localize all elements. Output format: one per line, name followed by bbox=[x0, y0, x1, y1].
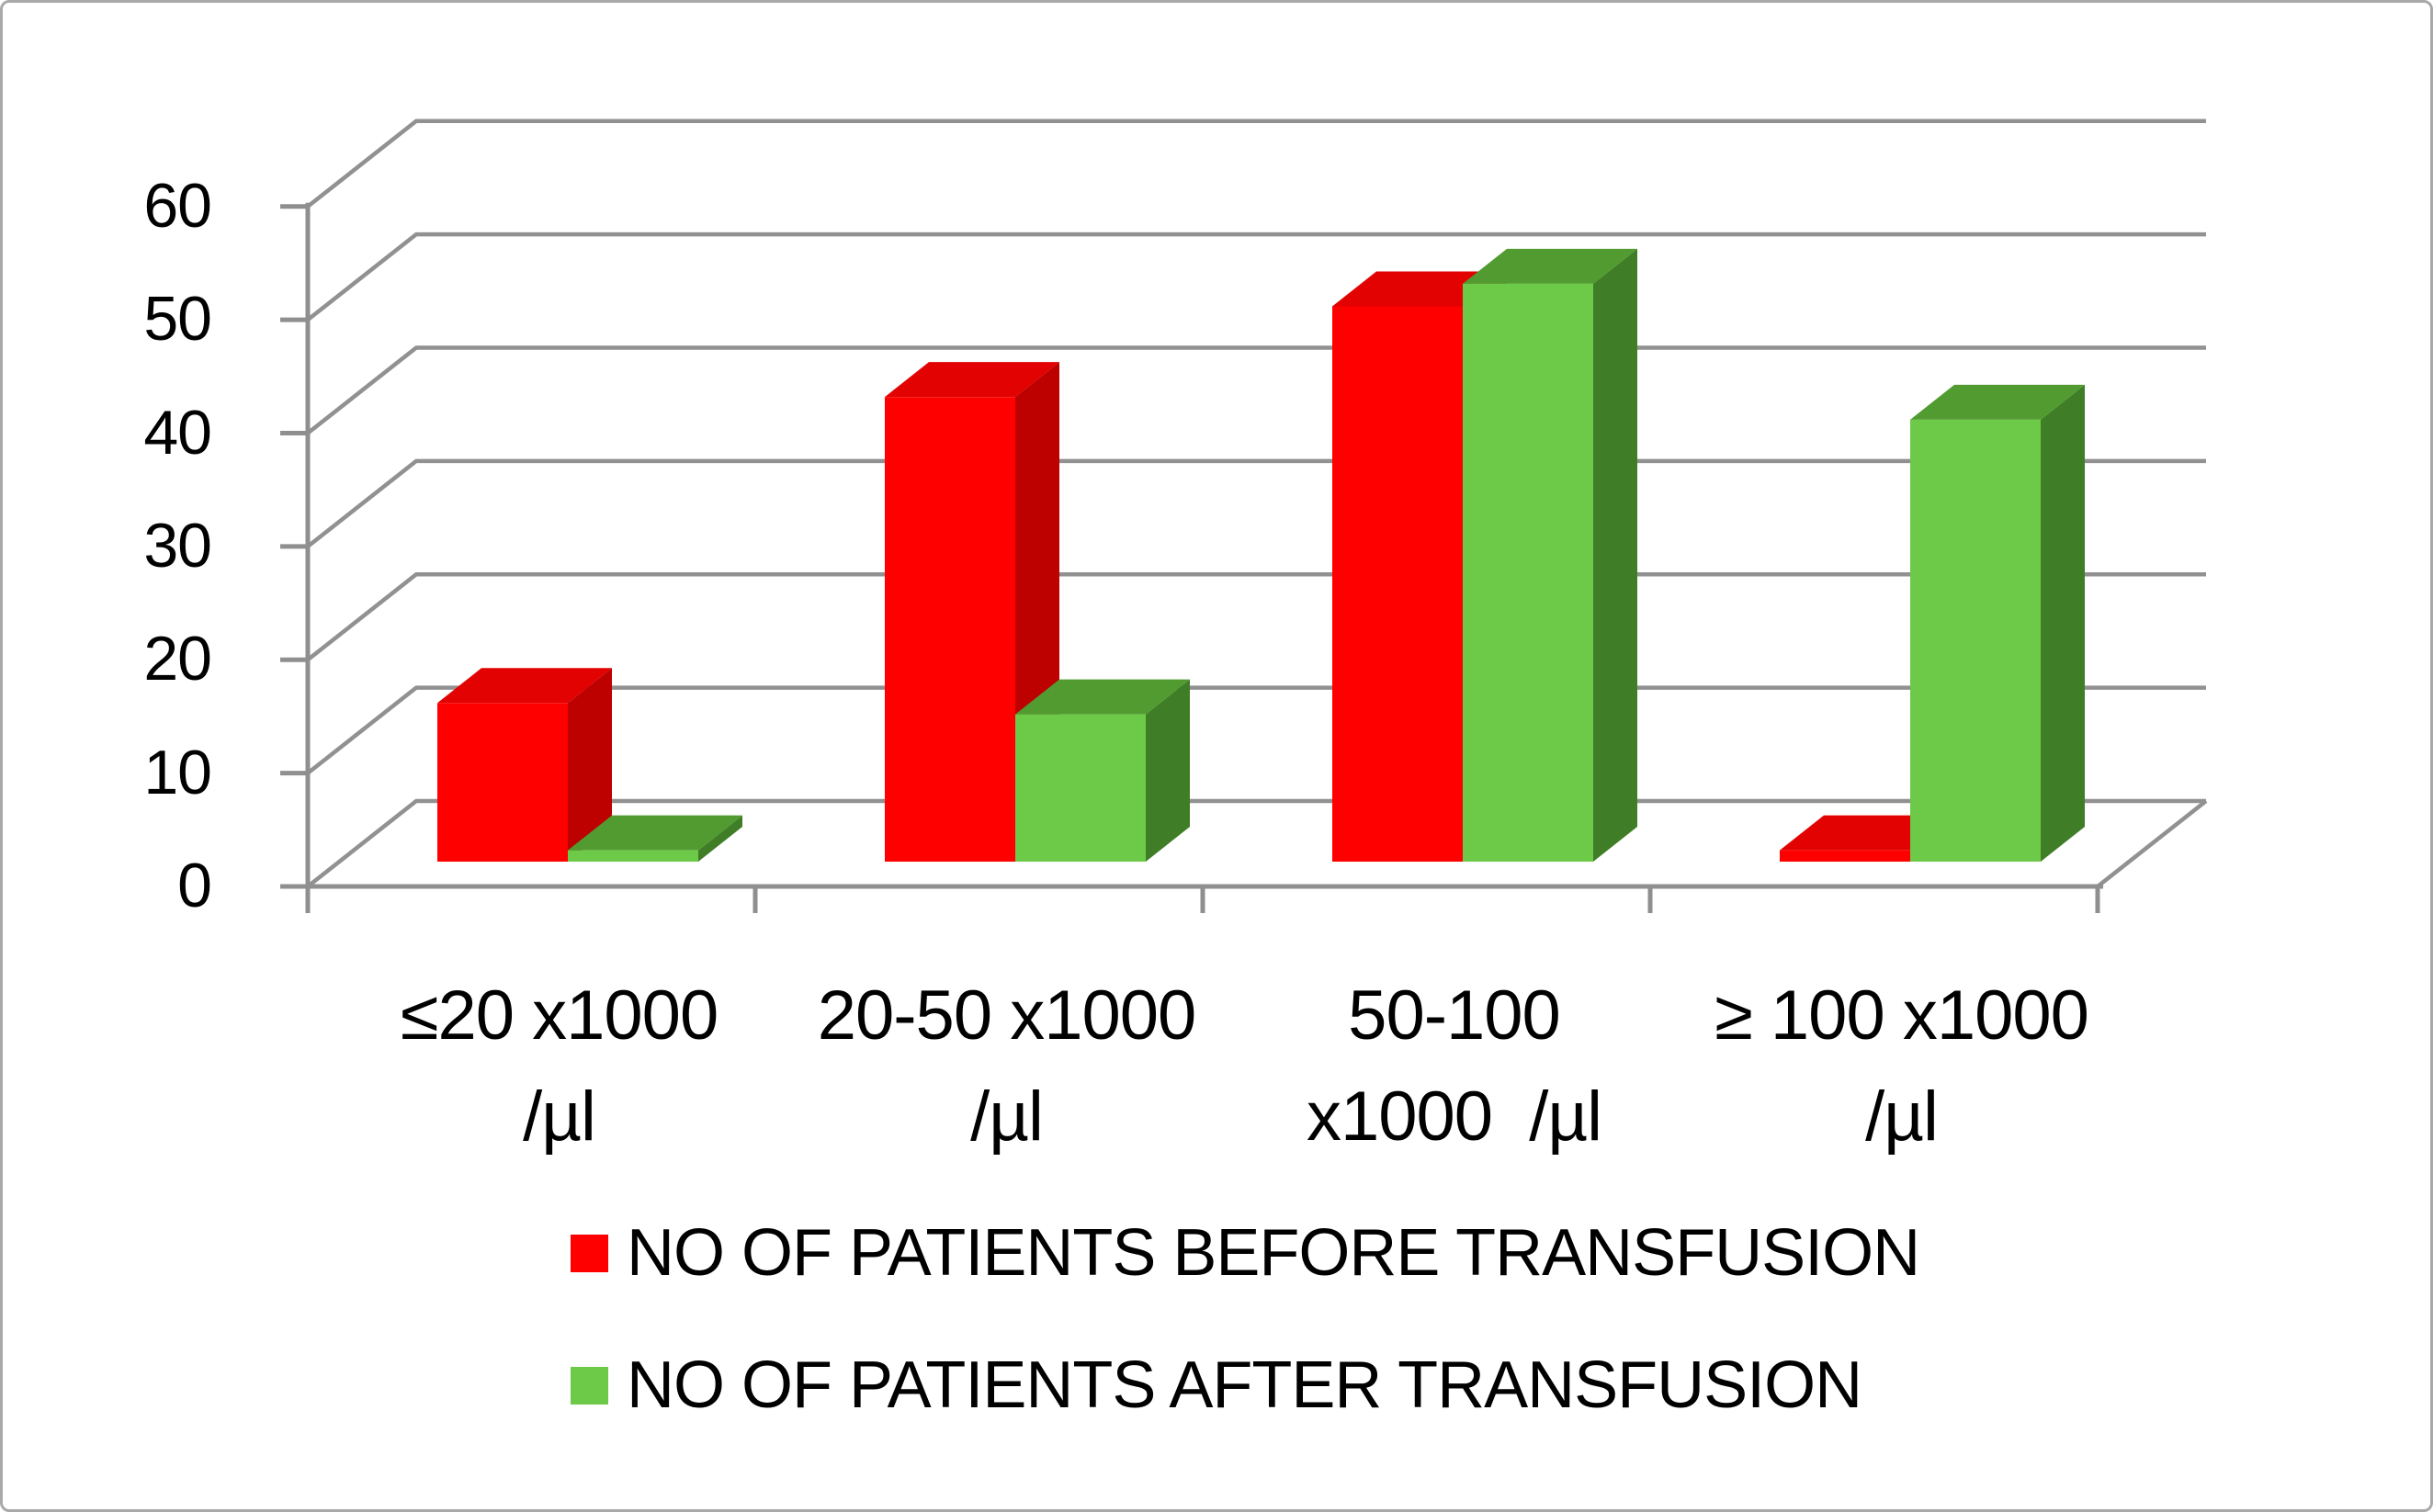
chart-plot-area bbox=[280, 118, 2208, 913]
legend-item-after: NO OF PATIENTS AFTER TRANSFUSION bbox=[571, 1346, 1919, 1425]
floor-right-edge bbox=[2096, 799, 2208, 888]
x-axis-category-label-line2: /µl bbox=[523, 1078, 596, 1156]
bar-after-cat1-side bbox=[1146, 679, 1190, 862]
bar-after-cat3-top bbox=[1910, 384, 2085, 420]
y-axis-tick-label: 0 bbox=[177, 851, 212, 920]
gridline bbox=[306, 231, 2206, 322]
gridline bbox=[306, 118, 2206, 209]
y-axis-tick-label: 40 bbox=[143, 397, 212, 468]
legend-item-before: NO OF PATIENTS BEFORE TRANSFUSION bbox=[571, 1213, 1920, 1292]
bar-after-cat0-top bbox=[568, 815, 742, 851]
y-axis-tick-label: 20 bbox=[143, 624, 212, 694]
bar-before-cat0-top bbox=[437, 668, 612, 704]
bar-before-cat3 bbox=[1780, 850, 1910, 862]
bar-after-cat1 bbox=[1015, 714, 1146, 862]
y-axis-tick-label: 50 bbox=[143, 284, 212, 355]
legend-label: NO OF PATIENTS BEFORE TRANSFUSION bbox=[627, 1216, 1920, 1290]
x-axis-category-label-line1: ≤20 x1000 bbox=[400, 976, 719, 1055]
bar-after-cat3 bbox=[1910, 419, 2041, 862]
x-axis-category-label: ≥ 100 x1000/µl bbox=[1645, 965, 2159, 1168]
bar-before-cat1 bbox=[885, 397, 1015, 862]
bar-after-cat2 bbox=[1463, 283, 1593, 862]
x-axis-category-label-line2: /µl bbox=[1865, 1078, 1939, 1156]
x-axis-category-label: ≤20 x1000/µl bbox=[302, 965, 817, 1168]
legend-swatch-icon bbox=[571, 1234, 608, 1272]
bar-after-cat1-top bbox=[1015, 679, 1190, 715]
y-axis-tick-label: 10 bbox=[143, 737, 212, 807]
x-axis-category-label: 50-100 x1000 /µl bbox=[1197, 965, 1712, 1168]
bar-before-cat2 bbox=[1332, 306, 1463, 862]
x-axis-category-label-line1: ≥ 100 x1000 bbox=[1714, 976, 2089, 1055]
x-axis-category-label-line2: /µl bbox=[970, 1078, 1044, 1156]
bar-before-cat1-top bbox=[885, 362, 1059, 398]
x-axis-category-label-line2: x1000 /µl bbox=[1306, 1078, 1602, 1156]
bar-after-cat2-top bbox=[1463, 248, 1637, 284]
x-axis-category-label-line1: 50-100 bbox=[1348, 976, 1561, 1055]
bar-before-cat0 bbox=[437, 703, 568, 862]
bar-after-cat3-side bbox=[2041, 384, 2085, 862]
legend-label: NO OF PATIENTS AFTER TRANSFUSION bbox=[627, 1348, 1862, 1422]
y-axis-tick-label: 30 bbox=[143, 510, 212, 581]
x-axis-category-label: 20-50 x1000/µl bbox=[750, 965, 1264, 1168]
bar-before-cat0-side bbox=[568, 668, 612, 862]
x-axis-category-label-line1: 20-50 x1000 bbox=[817, 976, 1197, 1055]
bar-after-cat0 bbox=[568, 850, 698, 862]
y-axis-tick-label: 60 bbox=[143, 170, 212, 241]
legend: NO OF PATIENTS BEFORE TRANSFUSION NO OF P… bbox=[571, 1213, 1920, 1478]
bar-after-cat2-side bbox=[1593, 248, 1637, 862]
legend-swatch-icon bbox=[571, 1366, 608, 1405]
bar-after-cat0-side bbox=[698, 815, 742, 862]
